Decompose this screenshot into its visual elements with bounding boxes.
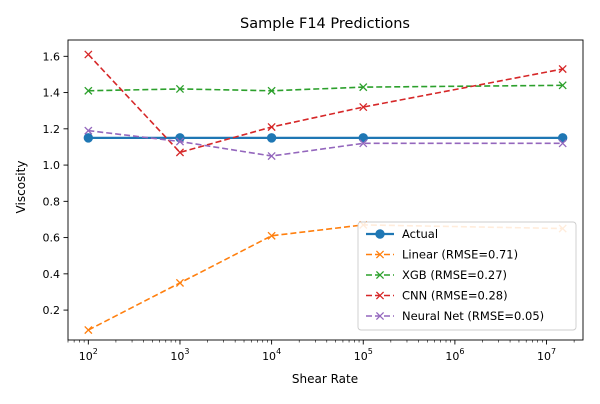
data-point-xgb-rmse-0-27-3 xyxy=(359,83,368,92)
data-point-cnn-rmse-0-28-3-stroke-b xyxy=(359,103,368,112)
data-point-cnn-rmse-0-28-0-stroke-b xyxy=(84,50,93,59)
data-point-neural-net-rmse-0-05-3 xyxy=(359,139,368,148)
y-axis-label: Viscosity xyxy=(14,161,28,214)
data-point-cnn-rmse-0-28-1 xyxy=(175,148,185,157)
data-point-linear-rmse-0-71-0-stroke-b xyxy=(84,325,93,335)
x-tick-label-7: 107 xyxy=(537,347,556,363)
data-point-neural-net-rmse-0-05-1-stroke-b xyxy=(175,137,185,146)
data-point-neural-net-rmse-0-05-1 xyxy=(175,137,185,146)
data-point-xgb-rmse-0-27-4-stroke-b xyxy=(558,81,567,90)
data-point-cnn-rmse-0-28-4 xyxy=(558,64,567,74)
data-point-neural-net-rmse-0-05-0 xyxy=(84,126,93,135)
plot-frame xyxy=(67,39,584,341)
data-point-xgb-rmse-0-27-1-stroke-b xyxy=(175,84,185,94)
y-tick-label-1-6: 1.6 xyxy=(43,50,61,63)
data-point-linear-rmse-0-71-0 xyxy=(84,325,93,335)
x-tick-label-4: 104 xyxy=(262,347,281,363)
data-point-cnn-rmse-0-28-0 xyxy=(84,50,93,59)
legend-label-neural-net-rmse-0-05: Neural Net (RMSE=0.05) xyxy=(402,309,544,323)
x-tick-label-5: 105 xyxy=(354,347,373,363)
data-point-xgb-rmse-0-27-2-stroke-b xyxy=(267,86,276,95)
axes: 102 103 104 105 106 107 0.2 0.4 0.6 0.8 1.0 1.2 1.4 1… xyxy=(43,39,584,363)
legend-label-xgb-rmse-0-27: XGB (RMSE=0.27) xyxy=(402,268,507,282)
legend-marker-cnn-rmse-0-28 xyxy=(375,291,385,300)
data-point-linear-rmse-0-71-2-stroke-b xyxy=(267,231,276,240)
data-point-linear-rmse-0-71-2 xyxy=(267,231,276,240)
legend-label-linear-rmse-0-71: Linear (RMSE=0.71) xyxy=(402,248,518,262)
x-axis-label: Shear Rate xyxy=(292,372,358,386)
data-point-actual-0 xyxy=(83,133,94,143)
legend-marker-xgb-rmse-0-27-stroke-b xyxy=(375,270,385,280)
data-point-linear-rmse-0-71-1 xyxy=(175,278,185,287)
data-point-cnn-rmse-0-28-4-stroke-b xyxy=(558,64,567,74)
data-point-cnn-rmse-0-28-1-stroke-b xyxy=(175,148,185,157)
legend-marker-xgb-rmse-0-27 xyxy=(375,270,385,280)
legend-marker-cnn-rmse-0-28-stroke-b xyxy=(375,291,385,300)
data-point-cnn-rmse-0-28-3 xyxy=(359,103,368,112)
data-point-xgb-rmse-0-27-0 xyxy=(84,86,93,95)
y-tick-label-0-2: 0.2 xyxy=(43,304,61,317)
data-point-xgb-rmse-0-27-4 xyxy=(558,81,567,90)
x-tick-label-6: 106 xyxy=(445,347,464,363)
data-point-cnn-rmse-0-28-2 xyxy=(267,122,276,132)
legend-marker-actual xyxy=(375,229,385,239)
y-tick-label-1-0: 1.0 xyxy=(43,159,61,172)
data-point-neural-net-rmse-0-05-4 xyxy=(558,139,567,148)
data-point-actual-4 xyxy=(557,133,568,143)
legend-marker-neural-net-rmse-0-05-stroke-b xyxy=(375,311,385,321)
legend: Actual Linear (RMSE=0.71) XGB (RMSE=0.27) C… xyxy=(357,221,577,331)
data-point-neural-net-rmse-0-05-0-stroke-b xyxy=(84,126,93,135)
legend-box xyxy=(357,221,577,331)
data-point-xgb-rmse-0-27-1 xyxy=(175,84,185,94)
y-tick-label-0-4: 0.4 xyxy=(43,268,61,281)
legend-label-cnn-rmse-0-28: CNN (RMSE=0.28) xyxy=(402,289,508,303)
data-point-actual-2 xyxy=(266,133,277,143)
y-tick-label-0-8: 0.8 xyxy=(43,195,61,208)
legend-marker-linear-rmse-0-71 xyxy=(375,250,385,259)
legend-label-actual: Actual xyxy=(402,227,438,241)
chart-title: Sample F14 Predictions xyxy=(240,16,410,32)
x-tick-label-3: 103 xyxy=(170,347,189,363)
data-point-neural-net-rmse-0-05-4-stroke-b xyxy=(558,139,567,148)
data-point-actual-3 xyxy=(358,133,368,143)
data-point-xgb-rmse-0-27-0-stroke-b xyxy=(84,86,93,95)
data-point-xgb-rmse-0-27-2 xyxy=(267,86,276,95)
data-point-neural-net-rmse-0-05-2 xyxy=(267,151,276,161)
data-point-neural-net-rmse-0-05-3-stroke-b xyxy=(359,139,368,148)
y-tick-label-0-6: 0.6 xyxy=(43,232,61,245)
y-tick-label-1-4: 1.4 xyxy=(43,87,61,100)
data-point-cnn-rmse-0-28-2-stroke-b xyxy=(267,122,276,132)
data-point-xgb-rmse-0-27-3-stroke-b xyxy=(359,83,368,92)
legend-marker-neural-net-rmse-0-05 xyxy=(375,311,385,321)
data-point-linear-rmse-0-71-1-stroke-b xyxy=(175,278,185,287)
y-tick-label-1-2: 1.2 xyxy=(43,123,61,136)
plot-area xyxy=(83,50,568,335)
data-point-neural-net-rmse-0-05-2-stroke-b xyxy=(267,151,276,161)
x-tick-label-2: 102 xyxy=(79,347,98,363)
legend-marker-linear-rmse-0-71-stroke-b xyxy=(375,250,385,259)
